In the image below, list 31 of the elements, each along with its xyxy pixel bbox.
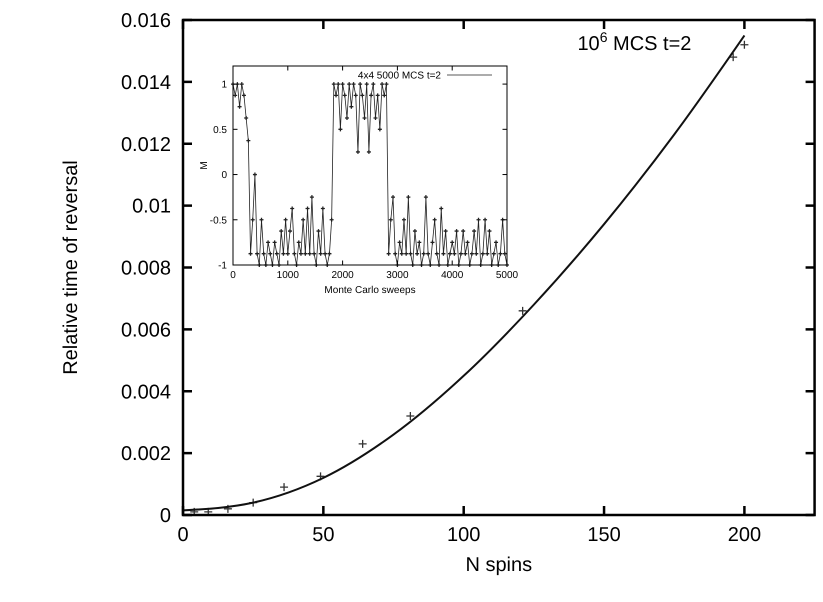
x-tick-label: 50 <box>312 524 334 546</box>
y-tick-label: -1 <box>218 260 228 272</box>
x-tick-label: 0 <box>230 270 236 281</box>
x-tick-label: 100 <box>447 524 480 546</box>
x-tick-label: 2000 <box>331 270 354 281</box>
x-tick-label: 4000 <box>441 270 464 281</box>
x-tick-label: 150 <box>587 524 621 546</box>
x-tick-label: 0 <box>177 524 189 546</box>
x-tick-label: 5000 <box>496 270 519 281</box>
y-tick-label: 0.016 <box>120 10 171 32</box>
y-tick-label: 0.004 <box>120 381 171 404</box>
y-tick-label: 0 <box>221 170 228 182</box>
y-tick-label: 0.01 <box>132 196 171 218</box>
y-axis-title: Relative time of reversal <box>60 160 82 375</box>
x-axis-title: Monte Carlo sweeps <box>324 285 416 296</box>
y-axis-title: M <box>199 161 210 170</box>
x-tick-label: 200 <box>728 524 762 546</box>
y-tick-label: 0.008 <box>120 258 171 280</box>
x-tick-label: 1000 <box>276 270 300 281</box>
y-tick-label: 1 <box>221 80 228 91</box>
y-tick-label: 0.5 <box>213 124 228 136</box>
annotation: 10$^{6}$ MCS t=2 <box>577 29 692 55</box>
legend-label: 4x4 5000 MCS t=2 <box>358 70 442 82</box>
y-tick-label: 0.014 <box>120 72 171 94</box>
x-axis-title: N spins <box>465 554 532 576</box>
y-tick-label: 0.012 <box>120 134 171 156</box>
x-tick-label: 3000 <box>386 270 409 281</box>
y-tick-label: -0.5 <box>210 215 228 226</box>
y-tick-label: 0.006 <box>120 319 171 342</box>
y-tick-label: 0.002 <box>120 443 171 466</box>
y-tick-label: 0 <box>160 505 171 527</box>
